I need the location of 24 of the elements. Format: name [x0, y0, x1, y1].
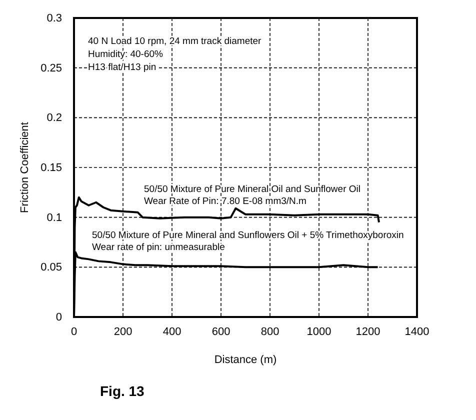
- y-tick-label: 0.2: [46, 112, 62, 124]
- annotation: 40 N Load 10 rpm, 24 mm track diameter: [88, 36, 262, 47]
- text: Fig. 13: [100, 383, 145, 399]
- x-tick-label: 200: [114, 326, 132, 338]
- x-tick-label: 0: [70, 326, 78, 338]
- y-tick-label: 0.1: [46, 212, 62, 224]
- y-axis-title: Friction Coefficient: [19, 122, 31, 213]
- y-tick-label: 0: [56, 312, 62, 324]
- x-axis-title: Distance (m): [214, 354, 277, 366]
- annotation: Wear rate of pin: unmeasurable: [92, 242, 225, 253]
- x-tick-label: 800: [260, 326, 280, 338]
- y-tick-label: 0.25: [40, 62, 62, 74]
- x-tick-label: 400: [162, 326, 182, 338]
- annotation: Wear Rate of Pin: 7.80 E-08 mm3/N.m: [144, 196, 307, 207]
- annotation: 50/50 Mixture of Pure Mineral and Sunflowers Oil + 5% Trimethoxyboroxin: [92, 230, 404, 241]
- y-tick-label: 0.15: [40, 162, 62, 174]
- x-tick-label: 600: [212, 326, 230, 338]
- x-tick-label: 1200: [356, 326, 380, 338]
- y-tick-label: 0.05: [40, 262, 62, 274]
- x-tick-label: 1000: [306, 326, 332, 338]
- annotation: Humidity: 40-60%: [88, 49, 164, 60]
- y-tick-label: 0.3: [46, 12, 62, 25]
- x-tick-label: 1400: [404, 326, 430, 338]
- annotation: 50/50 Mixture of Pure Mineral Oil and Sunflower Oil: [144, 184, 360, 195]
